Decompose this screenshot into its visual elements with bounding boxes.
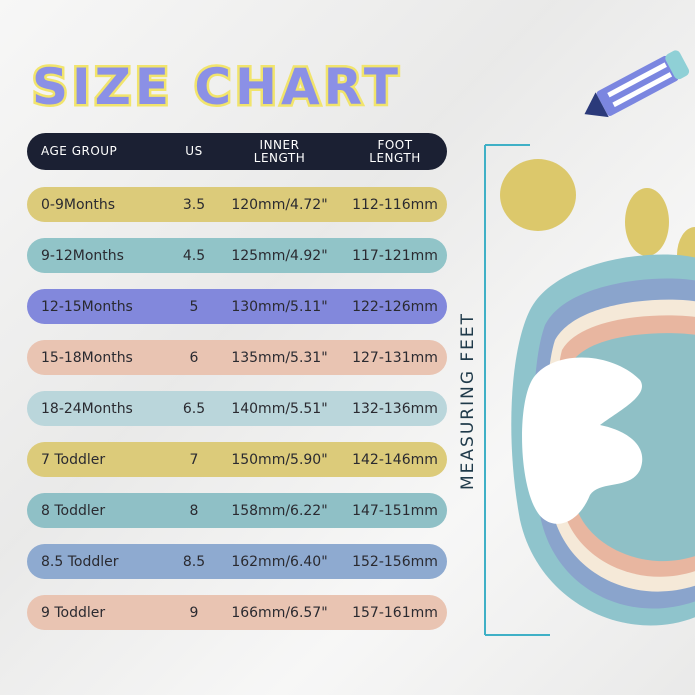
cell-foot-length: 147-151mm [352,502,438,519]
table-row: 9-12Months 4.5 125mm/4.92" 117-121mm [27,238,447,273]
table-row: 7 Toddler 7 150mm/5.90" 142-146mm [27,442,447,477]
table-row: 12-15Months 5 130mm/5.11" 122-126mm [27,289,447,324]
ruler-line [484,144,550,636]
cell-foot-length: 127-131mm [352,349,438,366]
table-row: 18-24Months 6.5 140mm/5.51" 132-136mm [27,391,447,426]
header-age-group: AGE GROUP [41,144,118,158]
cell-us: 6.5 [182,400,206,417]
table-row: 8 Toddler 8 158mm/6.22" 147-151mm [27,493,447,528]
cell-foot-length: 112-116mm [352,196,438,213]
pencil-icon [584,50,690,118]
cell-inner-length: 158mm/6.22" [231,502,328,519]
cell-us: 4.5 [182,247,206,264]
cell-foot-length: 132-136mm [352,400,438,417]
foot-illustration: MEASURING FEET [458,50,695,636]
cell-inner-length: 120mm/4.72" [231,196,328,213]
cell-us: 8 [189,502,199,519]
cell-inner-length: 130mm/5.11" [231,298,328,315]
cell-us: 8.5 [182,553,206,570]
cell-age-group: 9 Toddler [41,604,106,621]
cell-inner-length: 135mm/5.31" [231,349,328,366]
measuring-feet-label: MEASURING FEET [458,312,478,490]
title: SIZE CHART [30,56,402,117]
header-foot-length: FOOT LENGTH [369,137,421,165]
cell-foot-length: 122-126mm [352,298,438,315]
cell-us: 9 [189,604,199,621]
cell-us: 5 [189,298,199,315]
table-row: 8.5 Toddler 8.5 162mm/6.40" 152-156mm [27,544,447,579]
toe [625,188,669,256]
cell-age-group: 9-12Months [41,247,124,264]
header-inner-length: INNER LENGTH [253,137,306,165]
title-text: SIZE CHART [32,58,402,116]
footprint [522,357,643,524]
cell-age-group: 15-18Months [41,349,133,366]
table-header: AGE GROUP US INNER LENGTH FOOT LENGTH [27,133,447,170]
header-us: US [185,144,203,158]
cell-age-group: 7 Toddler [41,451,106,468]
cell-foot-length: 142-146mm [352,451,438,468]
cell-foot-length: 152-156mm [352,553,438,570]
cell-foot-length: 117-121mm [352,247,438,264]
toe [500,159,576,231]
table-row: 0-9Months 3.5 120mm/4.72" 112-116mm [27,187,447,222]
cell-inner-length: 166mm/6.57" [231,604,328,621]
cell-us: 3.5 [182,196,206,213]
cell-us: 7 [189,451,199,468]
cell-age-group: 12-15Months [41,298,133,315]
cell-inner-length: 125mm/4.92" [231,247,328,264]
table-row: 15-18Months 6 135mm/5.31" 127-131mm [27,340,447,375]
cell-inner-length: 162mm/6.40" [231,553,328,570]
cell-inner-length: 140mm/5.51" [231,400,328,417]
cell-inner-length: 150mm/5.90" [231,451,328,468]
cell-age-group: 18-24Months [41,400,133,417]
cell-foot-length: 157-161mm [352,604,438,621]
cell-age-group: 8 Toddler [41,502,106,519]
cell-age-group: 8.5 Toddler [41,553,119,570]
cell-age-group: 0-9Months [41,196,116,213]
table-row: 9 Toddler 9 166mm/6.57" 157-161mm [27,595,447,630]
cell-us: 6 [189,349,199,366]
